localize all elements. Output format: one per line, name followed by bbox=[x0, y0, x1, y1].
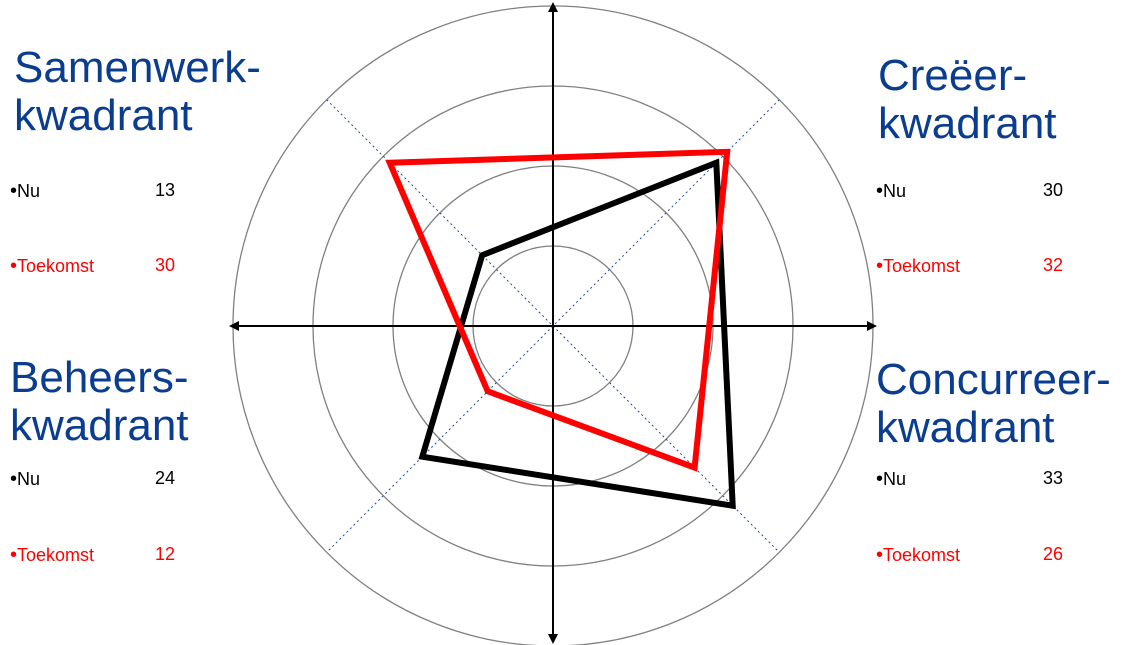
quadrant-title-line2: kwadrant bbox=[878, 99, 1057, 148]
quadrant-concurreer: Concurreer- kwadrant bbox=[876, 356, 1111, 452]
quadrant-title-line2: kwadrant bbox=[14, 91, 193, 140]
stat-nu-creeer: •Nu 30 bbox=[876, 180, 1064, 202]
stat-nu-concurreer: •Nu 33 bbox=[876, 468, 1064, 490]
quadrant-beheers: Beheers- kwadrant bbox=[10, 354, 189, 450]
nu-value: 30 bbox=[1043, 180, 1064, 200]
toekomst-value: 26 bbox=[1043, 544, 1064, 564]
stat-toekomst-samenwerk: •Toekomst 30 bbox=[10, 255, 176, 277]
nu-value: 24 bbox=[155, 468, 176, 488]
quadrant-title-line2: kwadrant bbox=[876, 403, 1055, 452]
nu-label: Nu bbox=[883, 469, 907, 489]
stat-nu-samenwerk: •Nu 13 bbox=[10, 180, 176, 202]
stat-nu-beheers: •Nu 24 bbox=[10, 468, 176, 490]
stat-toekomst-concurreer: •Toekomst 26 bbox=[876, 544, 1064, 566]
quadrant-title-line1: Creëer- bbox=[878, 51, 1028, 100]
toekomst-label: Toekomst bbox=[17, 256, 95, 276]
quadrant-title-line1: Concurreer- bbox=[876, 355, 1111, 404]
toekomst-label: Toekomst bbox=[883, 545, 961, 565]
stat-toekomst-beheers: •Toekomst 12 bbox=[10, 544, 176, 566]
quadrant-title-line1: Samenwerk- bbox=[14, 43, 261, 92]
nu-value: 13 bbox=[155, 180, 176, 200]
nu-label: Nu bbox=[17, 469, 41, 489]
toekomst-label: Toekomst bbox=[17, 545, 95, 565]
quadrant-creeer: Creëer- kwadrant bbox=[878, 52, 1057, 148]
series-layer bbox=[385, 148, 736, 510]
toekomst-value: 12 bbox=[155, 544, 176, 564]
axes-layer bbox=[229, 2, 877, 644]
toekomst-value: 32 bbox=[1043, 255, 1064, 275]
quadrant-title-line2: kwadrant bbox=[10, 401, 189, 450]
nu-label: Nu bbox=[17, 181, 41, 201]
nu-label: Nu bbox=[883, 181, 907, 201]
toekomst-value: 30 bbox=[155, 255, 176, 275]
series-toekomst-polygon bbox=[385, 148, 731, 472]
quadrant-title-line1: Beheers- bbox=[10, 353, 189, 402]
stat-toekomst-creeer: •Toekomst 32 bbox=[876, 255, 1064, 277]
quadrant-samenwerk: Samenwerk- kwadrant bbox=[14, 44, 261, 140]
series-nu-polygon bbox=[418, 158, 736, 510]
toekomst-label: Toekomst bbox=[883, 256, 961, 276]
nu-value: 33 bbox=[1043, 468, 1064, 488]
